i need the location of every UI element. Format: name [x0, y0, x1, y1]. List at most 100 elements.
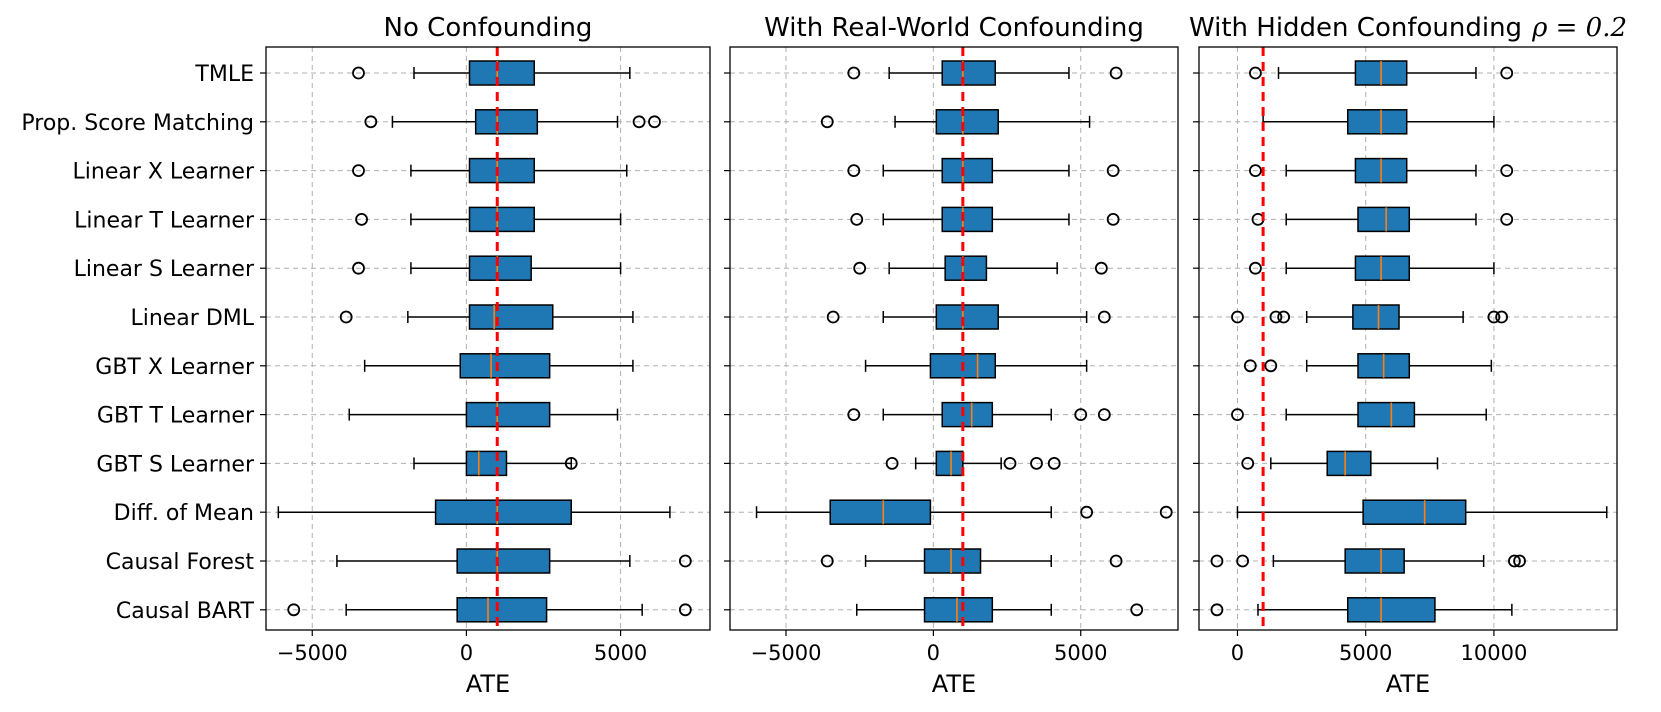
box-linear-dml	[339, 304, 634, 330]
box-causal-bart	[1210, 597, 1513, 623]
method-label: GBT T Learner	[97, 404, 255, 429]
x-tick-label: 0	[460, 641, 473, 665]
outlier-point	[1106, 164, 1120, 178]
method-label: Causal BART	[116, 599, 255, 624]
panel-title: With Real-World Confounding	[764, 13, 1144, 43]
method-label: Causal Forest	[106, 550, 255, 575]
outlier-point	[885, 456, 899, 470]
method-labels: TMLE Prop. Score Matching Linear X Learner…	[21, 62, 255, 624]
box-gbt-t-learner	[348, 401, 619, 428]
box-prop-score-matching	[1262, 109, 1495, 135]
box-iqr	[923, 548, 982, 574]
panel-title-math: ρ = 0.2	[1531, 13, 1627, 43]
outlier-point	[1500, 164, 1514, 178]
outlier-point	[1495, 310, 1509, 324]
x-tick-label: 5000	[1339, 641, 1392, 665]
plot-frame	[1198, 46, 1618, 631]
outlier-point	[1080, 505, 1094, 519]
outlier-point	[847, 66, 861, 80]
outlier-point	[352, 164, 365, 178]
outlier-point	[632, 115, 646, 129]
x-axis-label: ATE	[466, 670, 510, 698]
outlier-point	[1210, 554, 1224, 568]
box-linear-x-learner	[847, 157, 1120, 184]
box-iqr	[456, 597, 548, 623]
outlier-point	[847, 408, 861, 422]
outlier-point	[1094, 261, 1108, 275]
outlier-point	[678, 603, 692, 617]
box-iqr	[1326, 450, 1372, 477]
box-iqr	[474, 109, 539, 135]
outlier-point	[1047, 456, 1061, 470]
box-gbt-s-learner	[1241, 450, 1439, 477]
outlier-point	[1109, 66, 1123, 80]
box-iqr	[829, 499, 932, 525]
method-label: Linear S Learner	[74, 257, 255, 282]
outlier-point	[355, 212, 368, 226]
box-causal-forest	[820, 548, 1123, 574]
box-causal-forest	[1210, 548, 1526, 574]
outlier-point	[352, 66, 365, 80]
outlier-point	[1508, 554, 1521, 568]
outlier-point	[820, 554, 834, 568]
box-iqr	[465, 450, 508, 477]
box-iqr	[941, 60, 997, 86]
box-iqr	[944, 255, 988, 281]
outlier-point	[853, 261, 867, 275]
x-tick-label: 10000	[1461, 641, 1528, 665]
box-tmle	[1249, 60, 1514, 86]
box-iqr	[935, 450, 964, 477]
x-tick-label: 5000	[1054, 641, 1107, 665]
box-gbt-x-learner	[864, 353, 1088, 379]
box-linear-x-learner	[352, 157, 628, 184]
x-axis-label: ATE	[932, 670, 976, 698]
box-iqr	[468, 206, 535, 233]
outlier-point	[850, 212, 864, 226]
box-linear-t-learner	[1251, 206, 1514, 233]
box-iqr	[941, 401, 994, 428]
x-tick-label: 0	[1231, 641, 1244, 665]
box-prop-score-matching	[820, 109, 1091, 135]
box-iqr	[1346, 597, 1436, 623]
box-gbt-t-learner	[1231, 401, 1487, 428]
outlier-point	[364, 115, 378, 129]
method-label: GBT X Learner	[95, 355, 255, 380]
box-iqr	[1357, 206, 1411, 233]
box-iqr	[468, 157, 535, 184]
method-label: TMLE	[194, 62, 254, 87]
box-linear-x-learner	[1249, 157, 1514, 184]
box-iqr	[935, 109, 999, 135]
outlier-point	[1249, 261, 1262, 275]
box-linear-dml	[1231, 304, 1509, 330]
box-linear-s-learner	[352, 255, 622, 281]
box-causal-bart	[855, 597, 1144, 623]
outlier-point	[1513, 554, 1526, 568]
method-label: GBT S Learner	[96, 452, 255, 477]
box-gbt-x-learner	[363, 353, 634, 379]
method-label: Diff. of Mean	[114, 501, 254, 526]
outlier-point	[1074, 408, 1088, 422]
box-linear-s-learner	[853, 255, 1108, 281]
box-gbt-s-learner	[885, 450, 1061, 477]
box-iqr	[1362, 499, 1467, 525]
box-iqr	[923, 597, 994, 623]
x-tick-label: 5000	[594, 641, 647, 665]
outlier-point	[1030, 456, 1043, 470]
outlier-point	[820, 115, 834, 129]
outlier-point	[1097, 408, 1111, 422]
box-iqr	[1354, 255, 1411, 281]
box-iqr	[468, 304, 554, 330]
box-linear-t-learner	[850, 206, 1120, 233]
panel-no-confounding: No Confounding ATE −5000 0 5000	[260, 13, 711, 698]
box-diff-of-mean	[1236, 499, 1608, 525]
x-tick-label: −5000	[750, 641, 821, 665]
box-iqr	[935, 304, 999, 330]
outlier-point	[1159, 505, 1173, 519]
outlier-point	[826, 310, 840, 324]
outlier-point	[1130, 603, 1144, 617]
outlier-point	[1249, 164, 1262, 178]
outlier-point	[1500, 212, 1514, 226]
box-iqr	[468, 60, 535, 86]
box-diff-of-mean	[277, 499, 671, 525]
